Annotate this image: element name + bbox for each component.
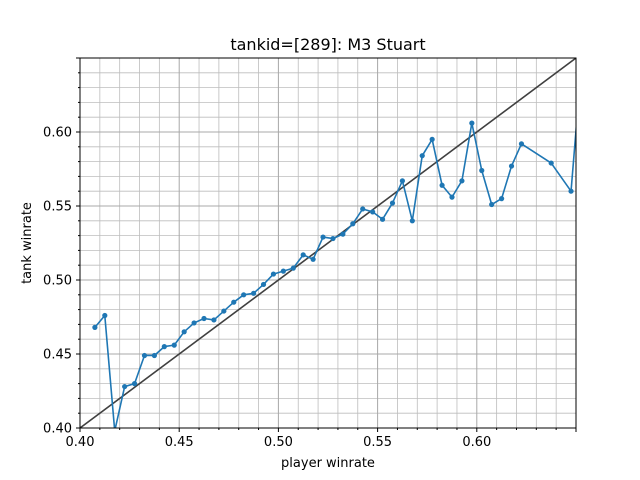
data-point [171,342,177,348]
data-point [439,182,445,188]
data-point [399,178,405,184]
data-point [92,324,98,330]
x-tick-label: 0.55 [363,435,392,450]
minor-grid [80,58,576,428]
data-point [122,383,128,390]
data-point [429,136,435,142]
data-point [320,234,326,240]
data-point [141,352,148,359]
x-tick-label: 0.60 [462,435,491,450]
y-axis-label: tank winrate [20,202,35,284]
data-point [370,209,376,215]
data-point [360,206,366,212]
x-tick-label: 0.50 [264,435,293,450]
y-tick-label: 0.40 [43,422,72,437]
data-point [469,120,475,126]
data-point [419,153,425,159]
data-point [379,216,386,222]
y-tick-label: 0.45 [43,348,72,363]
y-tick-label: 0.50 [43,274,72,289]
data-point [131,381,138,387]
reference-line-layer [80,58,576,428]
data-point [260,281,267,288]
data-point [548,160,554,166]
data-point [201,315,207,322]
data-point [251,290,257,296]
x-tick-label: 0.45 [165,435,194,450]
data-point [459,178,465,184]
data-point [479,167,485,174]
data-point [191,320,197,326]
x-axis-label: player winrate [281,456,375,471]
data-point [518,141,525,147]
ticks-layer: 0.40 0.45 0.50 0.55 0.60 0.40 0.45 0.50 0.55 0.60 [43,57,577,450]
data-point [310,256,316,262]
chart-title: tankid=[289]: M3 Stuart [230,35,425,54]
data-point [350,221,356,227]
data-point [449,194,455,200]
data-point [161,344,167,350]
data-point [102,312,108,319]
plot-frame [79,57,577,429]
data-point [151,352,157,359]
data-point [231,299,237,305]
data-point [211,317,217,323]
data-point [568,188,574,194]
data-point [508,163,515,169]
data-point [489,201,495,208]
data-point [221,308,227,314]
data-point [389,200,396,206]
data-point [290,265,296,271]
data-point [280,268,286,274]
y-tick-label: 0.60 [43,126,72,141]
reference-line [80,58,576,428]
data-point [181,329,187,335]
x-tick-label: 0.40 [66,435,95,450]
series-layer [92,120,576,428]
data-point [409,218,415,224]
data-point [340,231,346,237]
data-point [499,196,505,202]
data-point [270,271,277,277]
data-point [330,235,336,242]
y-tick-label: 0.55 [43,200,72,215]
data-point [300,252,306,258]
data-point [241,292,247,298]
